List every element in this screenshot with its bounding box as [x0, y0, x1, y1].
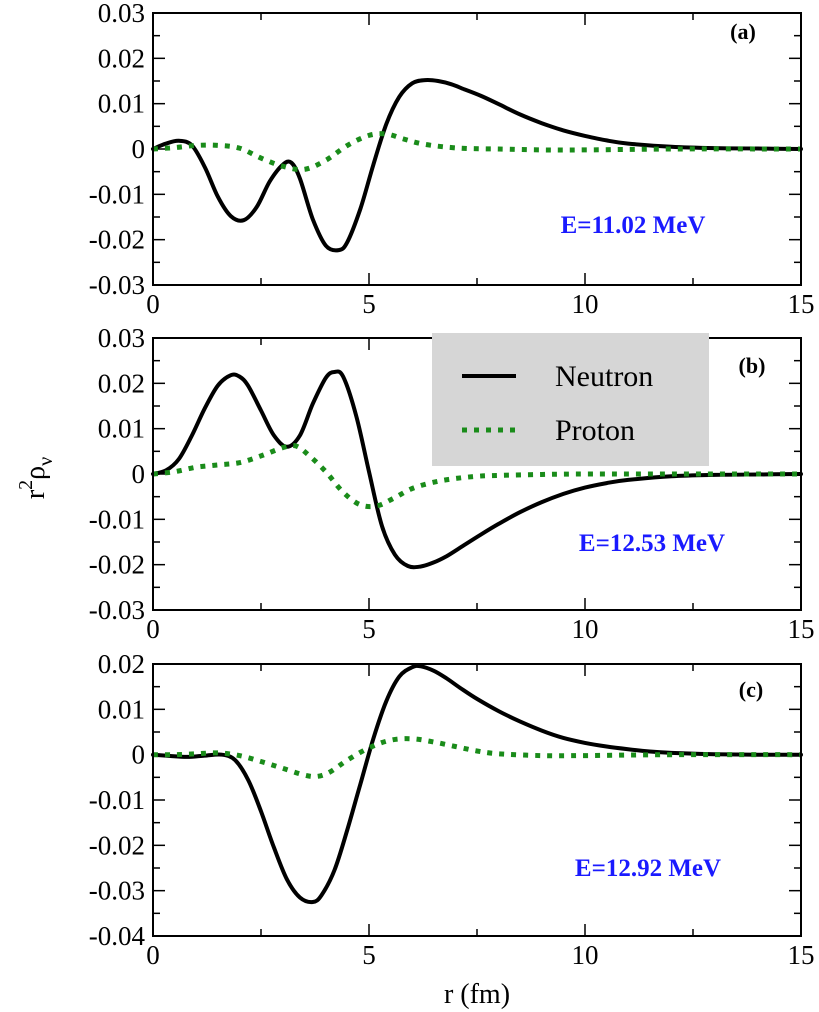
plot-frame	[152, 663, 802, 937]
energy-label: E=12.92 MeV	[575, 855, 721, 882]
y-tick-label: 0.01	[98, 694, 145, 724]
x-tick-label: 10	[572, 614, 599, 644]
series-proton-line	[152, 736, 802, 780]
y-tick-label: -0.02	[89, 225, 145, 255]
panel-b: -0.03 -0.02 -0.01 0 0.01 0.02 0.03 0 5 10 15 (b) E=1…	[89, 323, 815, 644]
y-tick-label: 0.01	[98, 89, 145, 119]
series-proton-line	[152, 131, 802, 173]
y-tick-label: -0.03	[89, 876, 145, 906]
x-tick-label: 15	[788, 614, 815, 644]
y-tick-label: -0.01	[89, 504, 145, 534]
y-axis-title: r2ρν	[15, 457, 57, 499]
x-axis-title: r (fm)	[444, 979, 510, 1010]
panel-label: (b)	[739, 353, 766, 378]
legend-box	[432, 333, 709, 466]
x-tick-label: 15	[788, 940, 815, 970]
y-tick-label: -0.01	[89, 785, 145, 815]
y-tick-label: -0.03	[89, 595, 145, 625]
x-tick-label: 5	[362, 940, 376, 970]
y-tick-label: 0.02	[98, 649, 145, 679]
series-neutron-line	[151, 369, 803, 570]
series-neutron-line	[151, 663, 803, 905]
y-tick-label: 0	[132, 459, 146, 489]
y-tick-label: 0	[132, 134, 146, 164]
legend: Neutron Proton	[432, 333, 709, 466]
y-tick-label: 0.03	[98, 323, 145, 353]
y-tick-label: 0.02	[98, 43, 145, 73]
x-tick-label: 0	[146, 940, 160, 970]
panel-label: (a)	[730, 19, 756, 44]
x-tick-label: 0	[146, 289, 160, 319]
panel-label: (c)	[739, 677, 763, 702]
y-tick-label: -0.02	[89, 830, 145, 860]
plot-frame	[152, 12, 802, 286]
y-tick-label: 0	[132, 740, 146, 770]
y-tick-label: -0.04	[89, 921, 146, 951]
x-tick-label: 5	[362, 289, 376, 319]
y-tick-label: -0.03	[89, 270, 145, 300]
x-tick-label: 10	[572, 289, 599, 319]
panel-a: -0.03 -0.02 -0.01 0 0.01 0.02 0.03 0 5 10 15 (a) E=1…	[89, 0, 815, 319]
energy-label: E=12.53 MeV	[579, 530, 725, 557]
y-tick-label: -0.01	[89, 179, 145, 209]
panel-c: -0.04 -0.03 -0.02 -0.01 0 0.01 0.02 0 5 10 15 (c) E=…	[89, 649, 815, 970]
energy-label: E=11.02 MeV	[561, 212, 706, 239]
series-neutron-line	[151, 77, 803, 253]
y-tick-label: 0.01	[98, 414, 145, 444]
legend-label-proton: Proton	[555, 414, 635, 447]
y-tick-label: 0.02	[98, 368, 145, 398]
x-tick-label: 5	[362, 614, 376, 644]
y-tick-label: 0.03	[98, 0, 145, 28]
x-tick-label: 15	[788, 289, 815, 319]
x-tick-label: 10	[572, 940, 599, 970]
legend-label-neutron: Neutron	[555, 360, 653, 393]
y-tick-label: -0.02	[89, 550, 145, 580]
x-tick-label: 0	[146, 614, 160, 644]
